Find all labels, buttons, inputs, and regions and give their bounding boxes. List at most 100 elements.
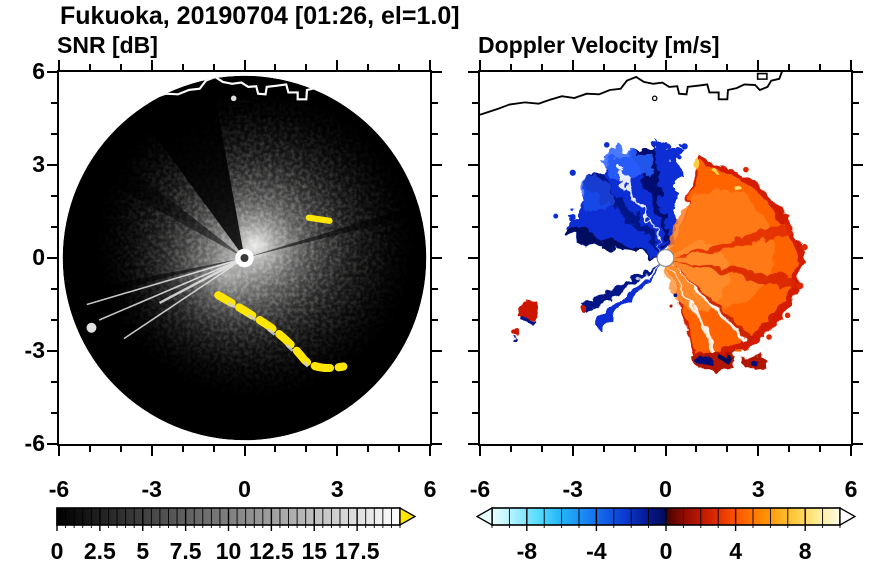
axis-tick [851,226,859,228]
axis-tick [150,60,153,72]
axis-tick [664,444,667,456]
axis-tick [88,64,91,72]
axis-tick [468,71,480,73]
axis-tick [429,444,431,456]
axis-tick [367,64,370,72]
axis-tick [430,319,438,321]
south-clutter-band [687,343,765,369]
snr-colorbar-right-arrow [399,506,417,527]
axis-tick [243,60,246,72]
axis-tick [398,64,401,72]
axis-tick [430,443,442,445]
y-tick-label: -3 [24,337,45,363]
axis-tick [119,64,122,72]
axis-tick [119,444,122,452]
toward-wedges-sw [576,258,666,328]
axis-tick [51,226,59,228]
axis-tick [602,64,605,72]
axis-tick [664,60,667,72]
axis-tick [851,257,863,259]
radar-center [656,249,675,267]
snr-colorbar: 0 2.5 5 7.5 10 12.5 15 17.5 [51,506,417,564]
axis-tick [305,444,308,452]
doppler-colorbar: -8 -4 0 4 8 [475,506,857,564]
axis-tick [468,164,480,166]
snr-panel-title: SNR [dB] [57,32,158,58]
axis-tick [851,350,863,352]
axis-tick [212,444,215,452]
x-tick-label: 3 [330,476,344,502]
axis-tick [212,64,215,72]
axis-tick [851,412,859,414]
y-tick-label: 6 [32,58,45,84]
axis-tick [472,319,480,321]
snr-ppi-disk [62,75,427,441]
axis-tick [430,164,442,166]
axis-tick [51,319,59,321]
axis-tick [851,443,863,445]
snr-panel: -6 -3 0 3 6 6 3 0 -3 -6 [25,58,442,502]
axis-tick [51,288,59,290]
speck [669,304,673,308]
colorbar-tick-label: 12.5 [249,538,294,564]
axis-tick [47,71,59,73]
axis-tick [851,381,859,383]
axis-tick [468,350,480,352]
axis-tick [571,60,574,72]
x-tick-label: -3 [141,476,162,502]
axis-tick [88,444,91,452]
velocity-toward-fan [562,136,678,258]
axis-tick [430,102,438,104]
axis-tick [819,64,822,72]
axis-tick [430,350,442,352]
axis-tick [851,195,859,197]
axis-tick [468,443,480,445]
axis-tick [695,444,698,452]
west-echo-patches [509,295,536,339]
axis-tick [788,64,791,72]
axis-tick [851,133,859,135]
axis-tick [468,257,480,259]
axis-tick [757,60,760,72]
axis-tick [243,444,246,456]
axis-tick [398,444,401,452]
axis-tick [819,444,822,452]
coastline [480,72,783,116]
x-tick-label: 0 [238,476,251,502]
axis-tick [479,444,481,456]
doppler-colorbar-left-arrow [475,506,493,527]
axis-tick [58,444,60,456]
axis-tick [430,412,438,414]
axis-tick [850,444,852,456]
axis-tick [726,444,729,452]
axis-tick [472,195,480,197]
colorbar-tick-label: 4 [729,538,742,564]
axis-tick [430,226,438,228]
bright-rays [86,256,246,340]
axis-tick [51,412,59,414]
axis-tick [430,195,438,197]
axis-tick [851,288,859,290]
x-tick-label: 6 [844,476,858,502]
axis-tick [305,64,308,72]
axis-tick [47,443,59,445]
x-tick-label: 0 [659,476,672,502]
doppler-radar-image [480,72,808,369]
colorbar-tick-label: -4 [586,538,607,564]
colorbar-tick-label: 2.5 [84,538,116,564]
axis-tick [851,164,863,166]
axis-tick [274,444,277,452]
x-tick-label: 3 [751,476,765,502]
axis-tick [430,288,438,290]
axis-tick [472,412,480,414]
y-tick-label: 3 [32,151,45,177]
colorbar-tick-label: 17.5 [335,538,380,564]
axis-tick [788,444,791,452]
axis-tick [47,257,59,259]
x-tick-label: 6 [423,476,437,502]
axis-tick [851,71,863,73]
x-tick-label: -6 [469,476,491,502]
colorbar-tick-label: -8 [517,538,538,564]
axis-tick [336,444,339,456]
blocked-sector-2 [89,147,245,258]
